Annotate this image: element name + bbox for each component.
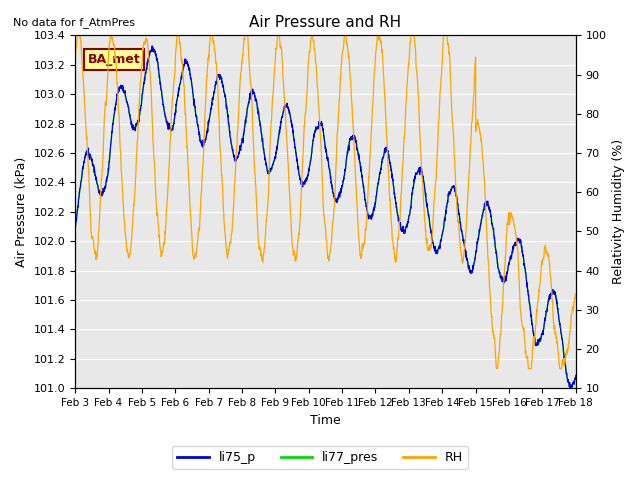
X-axis label: Time: Time (310, 414, 341, 427)
Legend: li75_p, li77_pres, RH: li75_p, li77_pres, RH (172, 446, 468, 469)
Y-axis label: Air Pressure (kPa): Air Pressure (kPa) (15, 156, 28, 267)
Text: No data for f_AtmPres: No data for f_AtmPres (13, 17, 135, 28)
Title: Air Pressure and RH: Air Pressure and RH (250, 15, 401, 30)
Y-axis label: Relativity Humidity (%): Relativity Humidity (%) (612, 139, 625, 284)
Text: BA_met: BA_met (88, 53, 140, 66)
